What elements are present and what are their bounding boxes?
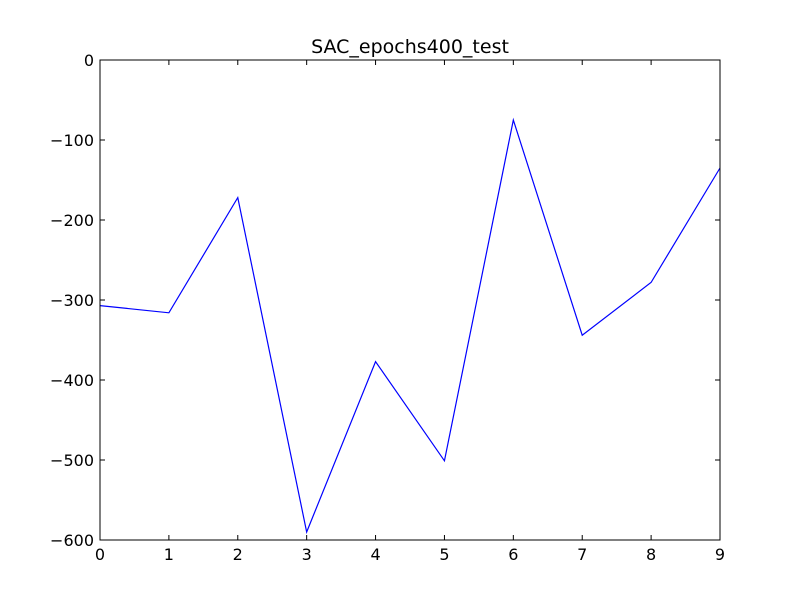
x-tick-label: 3 [302,545,312,564]
x-tick-label: 7 [577,545,587,564]
x-tick-label: 2 [233,545,243,564]
plot-frame [99,59,721,541]
y-tick-label: −500 [50,451,94,470]
chart-title: SAC_epochs400_test [311,36,509,58]
x-tick-label: 8 [646,545,656,564]
y-tick-label: 0 [84,51,94,70]
y-tick-label: −300 [50,291,94,310]
y-tick-label: −400 [50,371,94,390]
y-tick-label: −100 [50,131,94,150]
y-tick-label: −600 [50,531,94,550]
x-tick-label: 5 [439,545,449,564]
x-tick-label: 0 [95,545,105,564]
series-line [99,117,721,535]
y-tick-label: −200 [50,211,94,230]
series-layer [99,117,721,535]
x-tick-label: 6 [508,545,518,564]
x-tick-label: 9 [715,545,725,564]
x-tick-label: 4 [370,545,380,564]
x-tick-label: 1 [164,545,174,564]
